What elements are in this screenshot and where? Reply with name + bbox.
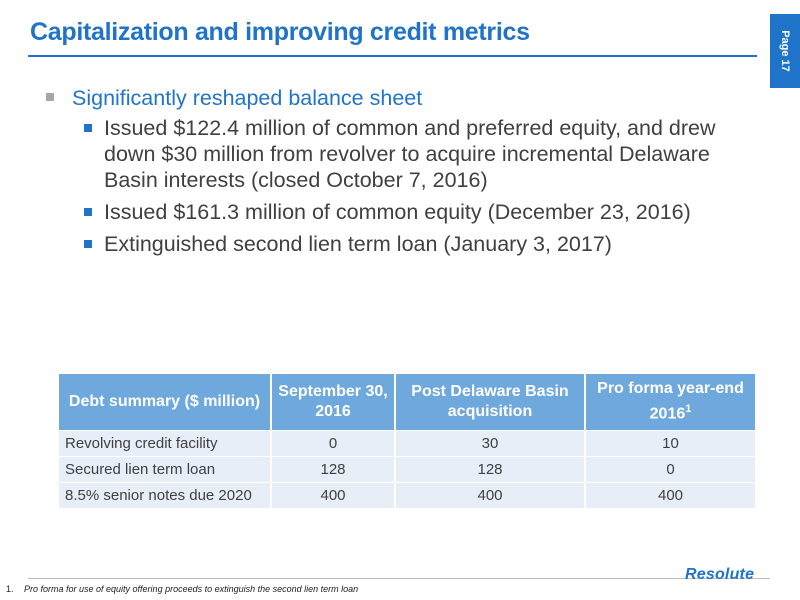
sub-bullet: Issued $161.3 million of common equity (… bbox=[84, 199, 766, 225]
square-bullet-icon bbox=[84, 240, 92, 248]
sub-bullet: Issued $122.4 million of common and pref… bbox=[84, 115, 766, 193]
bullet-list: Significantly reshaped balance sheet Iss… bbox=[46, 86, 766, 263]
table-row: Secured lien term loan 128 128 0 bbox=[59, 456, 755, 483]
table-cell: 10 bbox=[585, 430, 755, 457]
debt-summary-table-container: Debt summary ($ million) September 30, 2… bbox=[59, 374, 755, 508]
square-bullet-icon bbox=[84, 124, 92, 132]
table-cell: 0 bbox=[271, 430, 396, 457]
main-bullet: Significantly reshaped balance sheet bbox=[46, 86, 766, 111]
sub-bullet-text: Extinguished second lien term loan (Janu… bbox=[104, 232, 612, 256]
table-header-cell: Post Delaware Basin acquisition bbox=[395, 374, 586, 431]
table-cell: 400 bbox=[271, 482, 396, 508]
table-cell: 128 bbox=[271, 456, 396, 483]
table-header-row: Debt summary ($ million) September 30, 2… bbox=[59, 374, 755, 431]
footnote-text: Pro forma for use of equity offering pro… bbox=[24, 584, 359, 594]
table-cell: 400 bbox=[395, 482, 586, 508]
table-row: 8.5% senior notes due 2020 400 400 400 bbox=[59, 482, 755, 508]
table-cell: 400 bbox=[585, 482, 755, 508]
table-header-cell: Debt summary ($ million) bbox=[59, 374, 272, 431]
sub-bullet-text: Issued $122.4 million of common and pref… bbox=[104, 116, 716, 192]
table-header-cell: September 30, 2016 bbox=[271, 374, 396, 431]
title-underline bbox=[28, 55, 757, 57]
square-bullet-icon bbox=[46, 93, 54, 101]
resolute-logo: Resolute bbox=[685, 566, 755, 583]
footer-divider bbox=[28, 578, 770, 579]
table-cell: 0 bbox=[585, 456, 755, 483]
table-row-label: Revolving credit facility bbox=[59, 430, 272, 457]
table-row-label: Secured lien term loan bbox=[59, 456, 272, 483]
table-header-cell-pro-forma: Pro forma year-end 20161 bbox=[585, 374, 755, 431]
page-number-label: Page 17 bbox=[779, 30, 791, 72]
main-bullet-text: Significantly reshaped balance sheet bbox=[72, 86, 423, 110]
sub-bullet: Extinguished second lien term loan (Janu… bbox=[84, 231, 766, 257]
sub-bullet-text: Issued $161.3 million of common equity (… bbox=[104, 200, 691, 224]
footnote-marker: 1 bbox=[685, 403, 692, 416]
table-cell: 30 bbox=[395, 430, 586, 457]
table-header-text: Pro forma year-end 2016 bbox=[597, 380, 744, 423]
footnote-number: 1. bbox=[6, 584, 14, 594]
slide-title: Capitalization and improving credit metr… bbox=[30, 18, 530, 46]
square-bullet-icon bbox=[84, 208, 92, 216]
footnote: 1. Pro forma for use of equity offering p… bbox=[6, 584, 358, 594]
table-row-label: 8.5% senior notes due 2020 bbox=[59, 482, 272, 508]
page-number-tab: Page 17 bbox=[770, 14, 800, 88]
debt-summary-table: Debt summary ($ million) September 30, 2… bbox=[59, 374, 755, 508]
table-row: Revolving credit facility 0 30 10 bbox=[59, 430, 755, 457]
table-cell: 128 bbox=[395, 456, 586, 483]
